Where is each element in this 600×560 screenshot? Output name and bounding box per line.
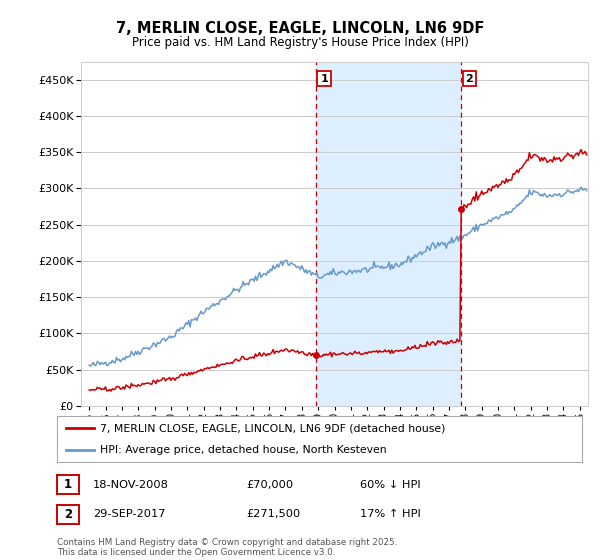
Text: HPI: Average price, detached house, North Kesteven: HPI: Average price, detached house, Nort…: [100, 445, 386, 455]
Text: 18-NOV-2008: 18-NOV-2008: [93, 480, 169, 490]
Text: 17% ↑ HPI: 17% ↑ HPI: [360, 509, 421, 519]
Text: 7, MERLIN CLOSE, EAGLE, LINCOLN, LN6 9DF (detached house): 7, MERLIN CLOSE, EAGLE, LINCOLN, LN6 9DF…: [100, 423, 445, 433]
Text: 2: 2: [466, 74, 473, 83]
Text: 2: 2: [64, 507, 72, 521]
Bar: [316, 62, 461, 406]
Text: 60% ↓ HPI: 60% ↓ HPI: [360, 480, 421, 490]
Text: 1: 1: [320, 74, 328, 83]
Text: 29-SEP-2017: 29-SEP-2017: [93, 509, 166, 519]
Text: £70,000: £70,000: [246, 480, 293, 490]
Text: £271,500: £271,500: [246, 509, 300, 519]
Text: 1: 1: [64, 478, 72, 492]
Text: Contains HM Land Registry data © Crown copyright and database right 2025.
This d: Contains HM Land Registry data © Crown c…: [57, 538, 397, 557]
Text: 7, MERLIN CLOSE, EAGLE, LINCOLN, LN6 9DF: 7, MERLIN CLOSE, EAGLE, LINCOLN, LN6 9DF: [116, 21, 484, 36]
Text: Price paid vs. HM Land Registry's House Price Index (HPI): Price paid vs. HM Land Registry's House …: [131, 36, 469, 49]
